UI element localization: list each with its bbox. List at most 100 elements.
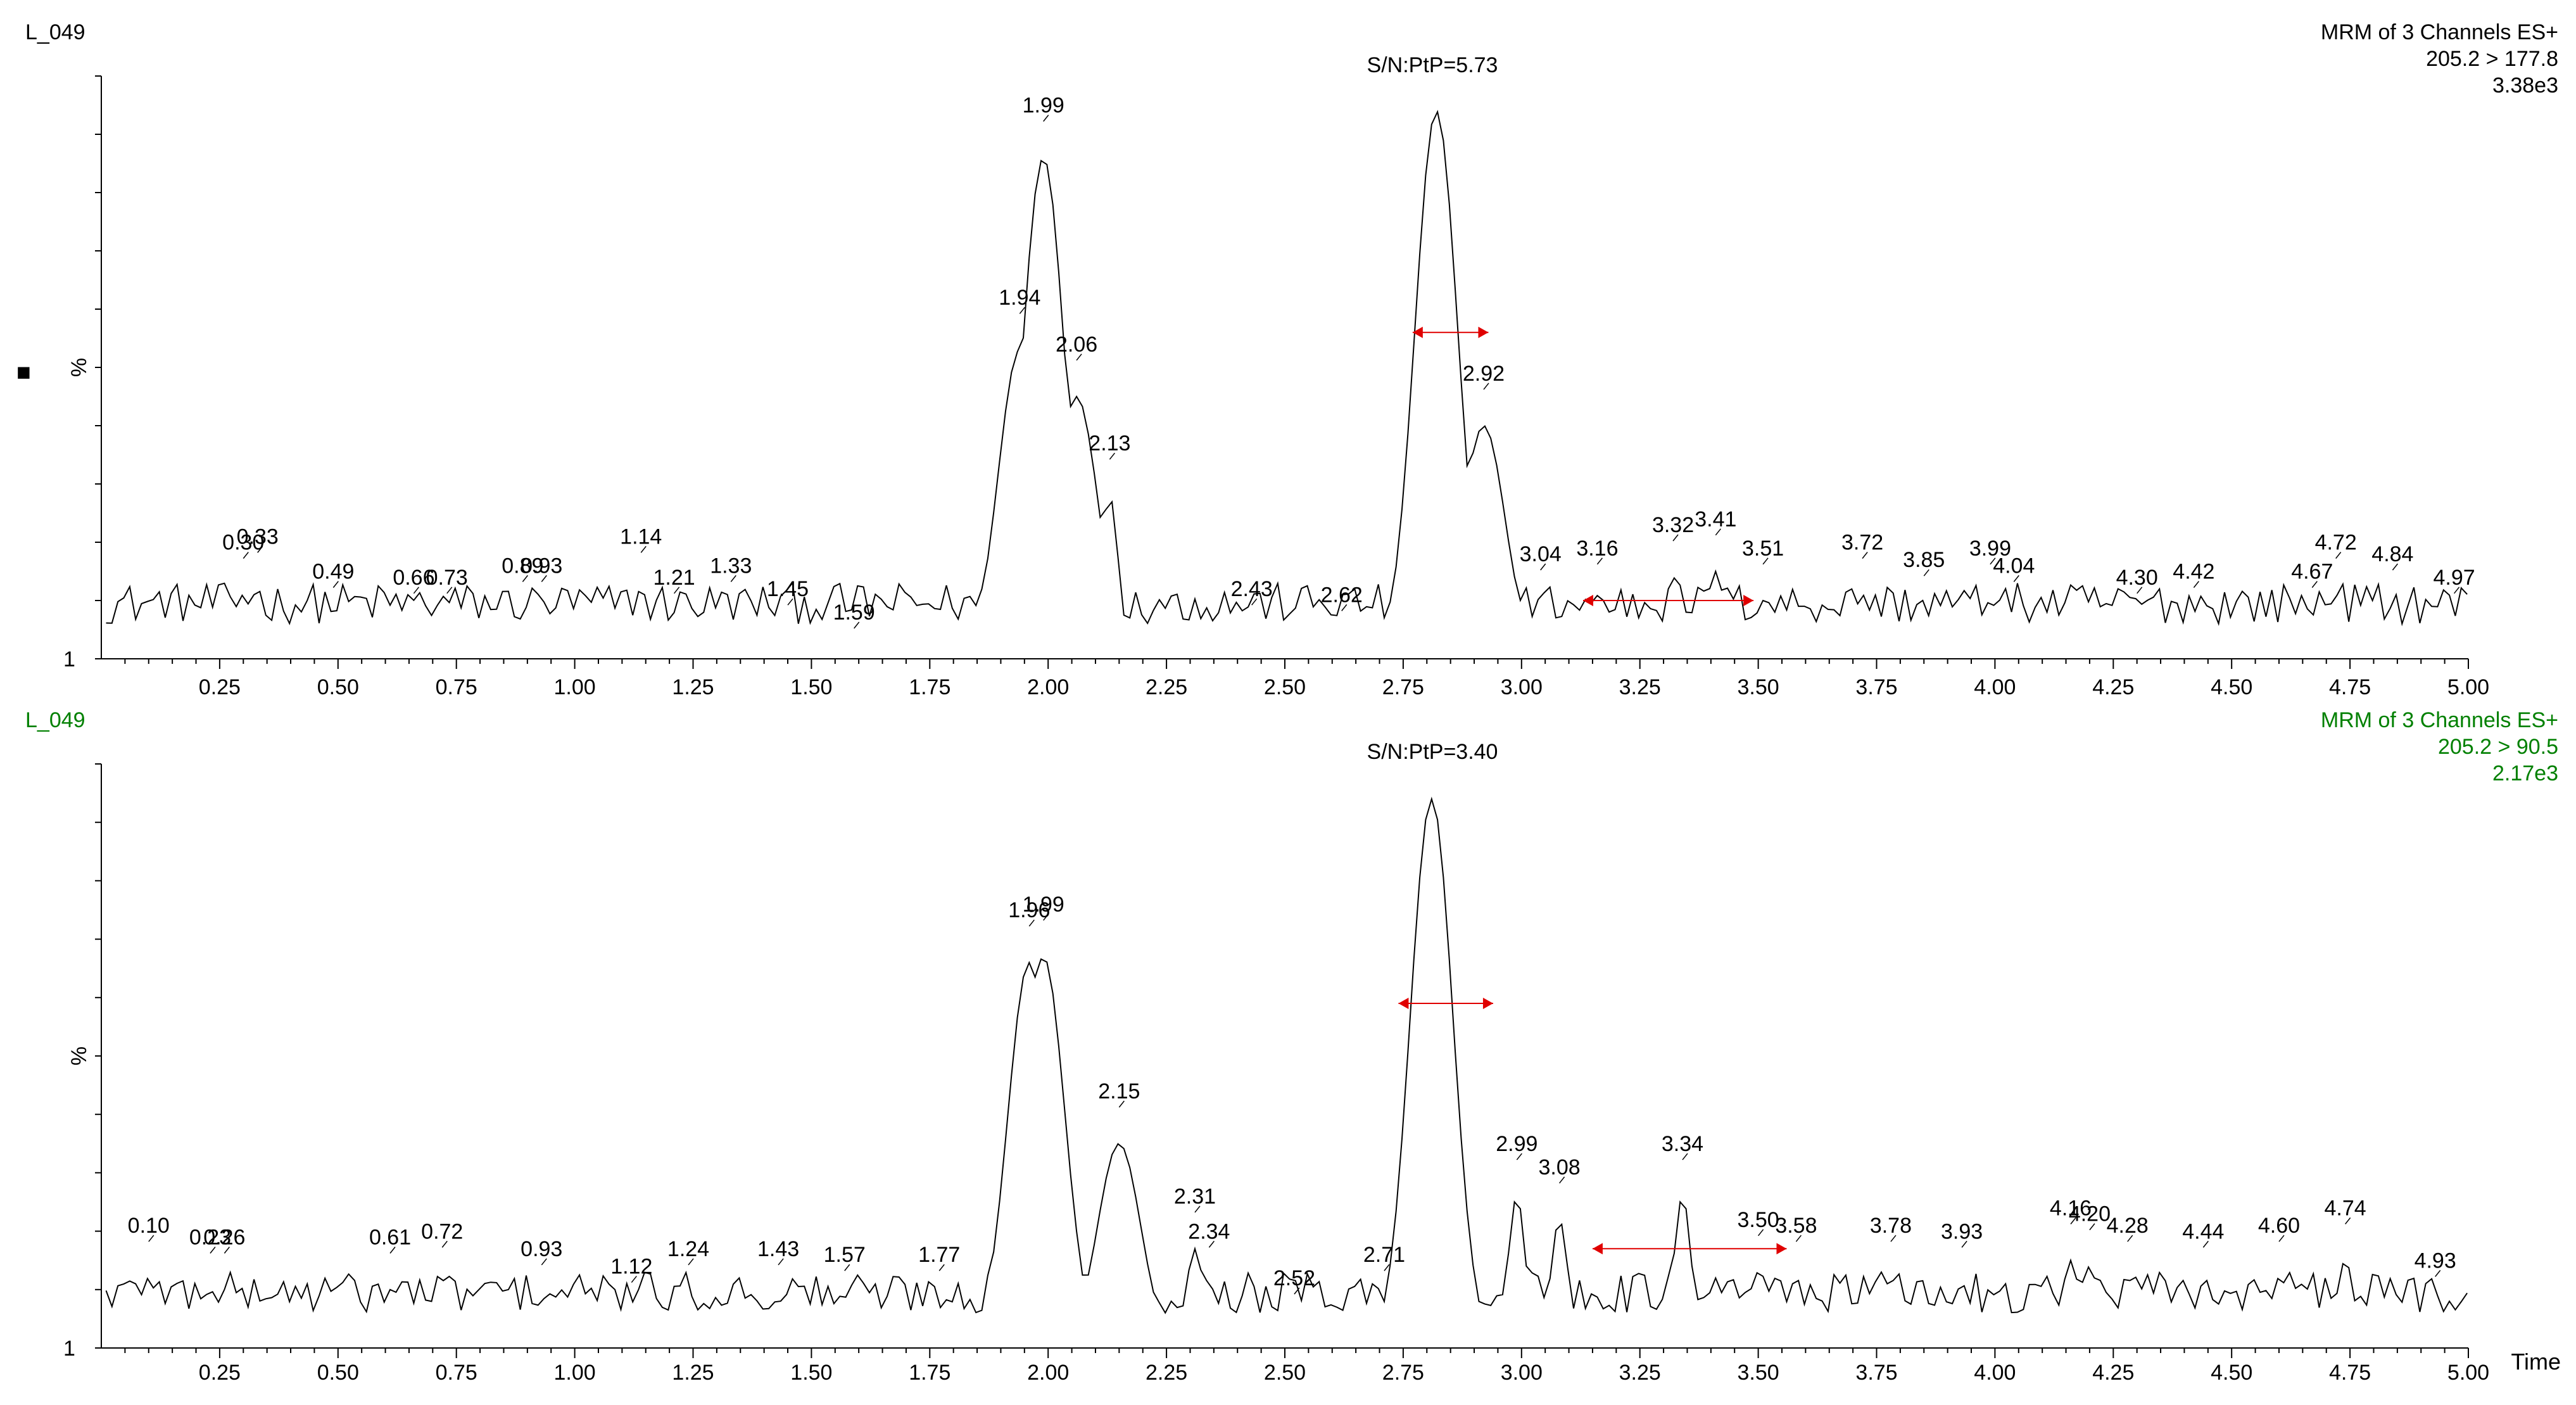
x-tick-label: 1.75 <box>909 675 950 699</box>
peak-label: 4.84 <box>2371 542 2413 566</box>
peak-label: 2.15 <box>1098 1079 1140 1103</box>
peak-label: 3.58 <box>1775 1214 1817 1238</box>
peak-label: 2.52 <box>1273 1266 1315 1290</box>
peak-label-leader <box>1715 528 1721 536</box>
x-tick-label: 3.25 <box>1619 675 1661 699</box>
x-tick-label: 4.75 <box>2329 675 2371 699</box>
peak-label-leader <box>1251 598 1258 606</box>
peak-label: 2.06 <box>1056 333 1097 357</box>
peak-label-leader <box>730 575 736 582</box>
peak-label-leader <box>1043 913 1049 921</box>
x-tick-label: 0.25 <box>199 675 241 699</box>
peak-label-leader <box>2193 581 2199 588</box>
peak-label-leader <box>1384 1264 1390 1271</box>
channel-header-line: MRM of 3 Channels ES+ <box>2321 708 2558 732</box>
peak-label-leader <box>257 545 263 553</box>
peak-label-leader <box>1208 1240 1215 1248</box>
peak-label-leader <box>631 1276 637 1283</box>
x-tick-label: 1.25 <box>672 675 714 699</box>
peak-label: 3.32 <box>1652 513 1694 537</box>
signal-window-arrow-head-left <box>1398 998 1409 1010</box>
channel-header-line: 2.17e3 <box>2492 761 2558 785</box>
x-tick-label: 3.25 <box>1619 1361 1661 1385</box>
x-tick-label: 0.75 <box>436 1361 477 1385</box>
x-tick-label: 5.00 <box>2447 675 2489 699</box>
x-tick-label: 1.00 <box>554 1361 596 1385</box>
peak-label-leader <box>854 621 860 629</box>
x-tick-label: 2.00 <box>1027 1361 1069 1385</box>
peak-label: 2.34 <box>1188 1219 1230 1243</box>
x-tick-label: 3.50 <box>1738 675 1779 699</box>
x-tick-label: 4.50 <box>2211 1361 2252 1385</box>
peak-label: 4.60 <box>2258 1214 2300 1238</box>
x-tick-label: 5.00 <box>2447 1361 2489 1385</box>
x-tick-label: 2.25 <box>1146 1361 1187 1385</box>
x-tick-label: 4.75 <box>2329 1361 2371 1385</box>
noise-window-arrow-head-left <box>1592 1243 1603 1255</box>
peak-label: 3.78 <box>1870 1214 1912 1238</box>
peak-label: 4.74 <box>2325 1196 2366 1220</box>
peak-label: 2.92 <box>1463 362 1505 386</box>
x-tick-label: 0.25 <box>199 1361 241 1385</box>
x-tick-label: 3.75 <box>1855 1361 1897 1385</box>
peak-label-leader <box>1672 534 1679 542</box>
peak-label-leader <box>1516 1153 1522 1160</box>
peak-label: 0.89 <box>502 554 543 578</box>
x-tick-label: 2.50 <box>1264 1361 1306 1385</box>
peak-label: 4.16 <box>2050 1196 2092 1220</box>
peak-label: 4.67 <box>2291 560 2333 584</box>
x-tick-label: 0.50 <box>317 675 359 699</box>
peak-label-leader <box>1540 563 1546 571</box>
noise-window-arrow-head-right <box>1743 595 1754 606</box>
peak-label: 3.41 <box>1695 507 1736 531</box>
peak-label: 1.99 <box>1023 893 1064 917</box>
peak-label-leader <box>1961 1240 1967 1248</box>
peak-label-leader <box>938 1264 945 1271</box>
peak-label-leader <box>541 575 547 582</box>
peak-label-leader <box>2202 1240 2209 1248</box>
peak-label-leader <box>2335 552 2342 559</box>
peak-label: 4.97 <box>2433 566 2475 590</box>
x-tick-label: 4.50 <box>2211 675 2252 699</box>
peak-label-leader <box>148 1235 155 1242</box>
x-axis-label: Time <box>2511 1349 2561 1375</box>
peak-label-leader <box>2311 581 2318 588</box>
peak-label: 2.31 <box>1174 1185 1216 1209</box>
peak-label: 0.61 <box>369 1225 411 1249</box>
y-axis-label: % <box>67 1046 91 1065</box>
peak-label: 1.77 <box>918 1243 960 1267</box>
peak-label-leader <box>441 1240 448 1248</box>
x-tick-label: 3.75 <box>1855 675 1897 699</box>
peak-label: 1.45 <box>767 577 809 601</box>
peak-label: 4.44 <box>2182 1219 2224 1243</box>
x-tick-label: 4.00 <box>1974 1361 2016 1385</box>
x-tick-label: 2.00 <box>1027 675 1069 699</box>
peak-label-leader <box>1076 353 1082 361</box>
sample-label: L_049 <box>25 708 85 732</box>
peak-label-leader <box>2392 563 2398 571</box>
peak-label-leader <box>2070 1217 2076 1224</box>
peak-label: 0.30 <box>222 531 264 555</box>
signal-window-arrow-head-right <box>1478 326 1489 338</box>
signal-to-noise-label: S/N:PtP=3.40 <box>1367 740 1498 764</box>
peak-label: 3.93 <box>1941 1219 1983 1243</box>
x-tick-label: 2.25 <box>1146 675 1187 699</box>
peak-label: 4.20 <box>2069 1202 2111 1226</box>
peak-label: 0.66 <box>393 566 434 590</box>
peak-label-leader <box>1341 604 1348 611</box>
peak-label: 1.33 <box>710 554 752 578</box>
peak-label-leader <box>1559 1176 1565 1184</box>
peak-label: 2.43 <box>1231 577 1273 601</box>
peak-label: 1.59 <box>833 601 875 625</box>
chromatogram-panel-top: L_049 MRM of 3 Channels ES+205.2 > 177.83… <box>25 20 2558 699</box>
peak-label-leader <box>2137 587 2143 594</box>
peak-label-leader <box>1990 557 1996 565</box>
peak-label: 3.04 <box>1520 542 1562 566</box>
chromatogram-trace <box>105 796 2468 1314</box>
peak-label: 4.42 <box>2173 560 2214 584</box>
peak-label: 1.96 <box>1008 898 1050 922</box>
x-tick-label: 2.50 <box>1264 675 1306 699</box>
peak-label: 4.30 <box>2116 566 2158 590</box>
sample-label: L_049 <box>25 20 85 44</box>
x-tick-label: 1.75 <box>909 1361 950 1385</box>
